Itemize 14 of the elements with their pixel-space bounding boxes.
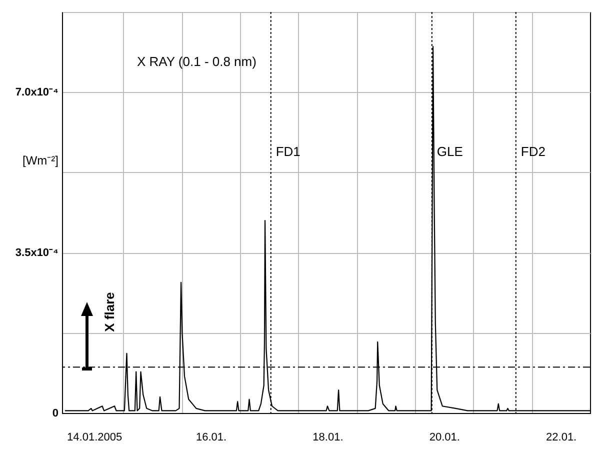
ref-line-label: GLE	[436, 144, 464, 159]
text: X RAY (0.1 - 0.8 nm)	[137, 54, 256, 69]
y-axis-title: [Wm⁻²]	[22, 154, 58, 168]
x-tick-label: 20.01.	[429, 432, 460, 444]
y-tick-label: 0	[52, 408, 58, 420]
ref-line-label: FD2	[520, 144, 546, 159]
ref-line-label: FD1	[276, 144, 300, 159]
x-tick-label: 16.01.	[196, 432, 227, 444]
legend-label: X flare	[102, 292, 117, 332]
x-tick-label: 22.01.	[546, 432, 577, 444]
x-tick-label: 18.01.	[312, 432, 344, 444]
y-tick-label: 3.5x10⁻⁴	[15, 247, 58, 260]
y-tick-label: 7.0x10⁻⁴	[15, 86, 58, 99]
x-tick-label: 14.01.2005	[67, 432, 122, 444]
